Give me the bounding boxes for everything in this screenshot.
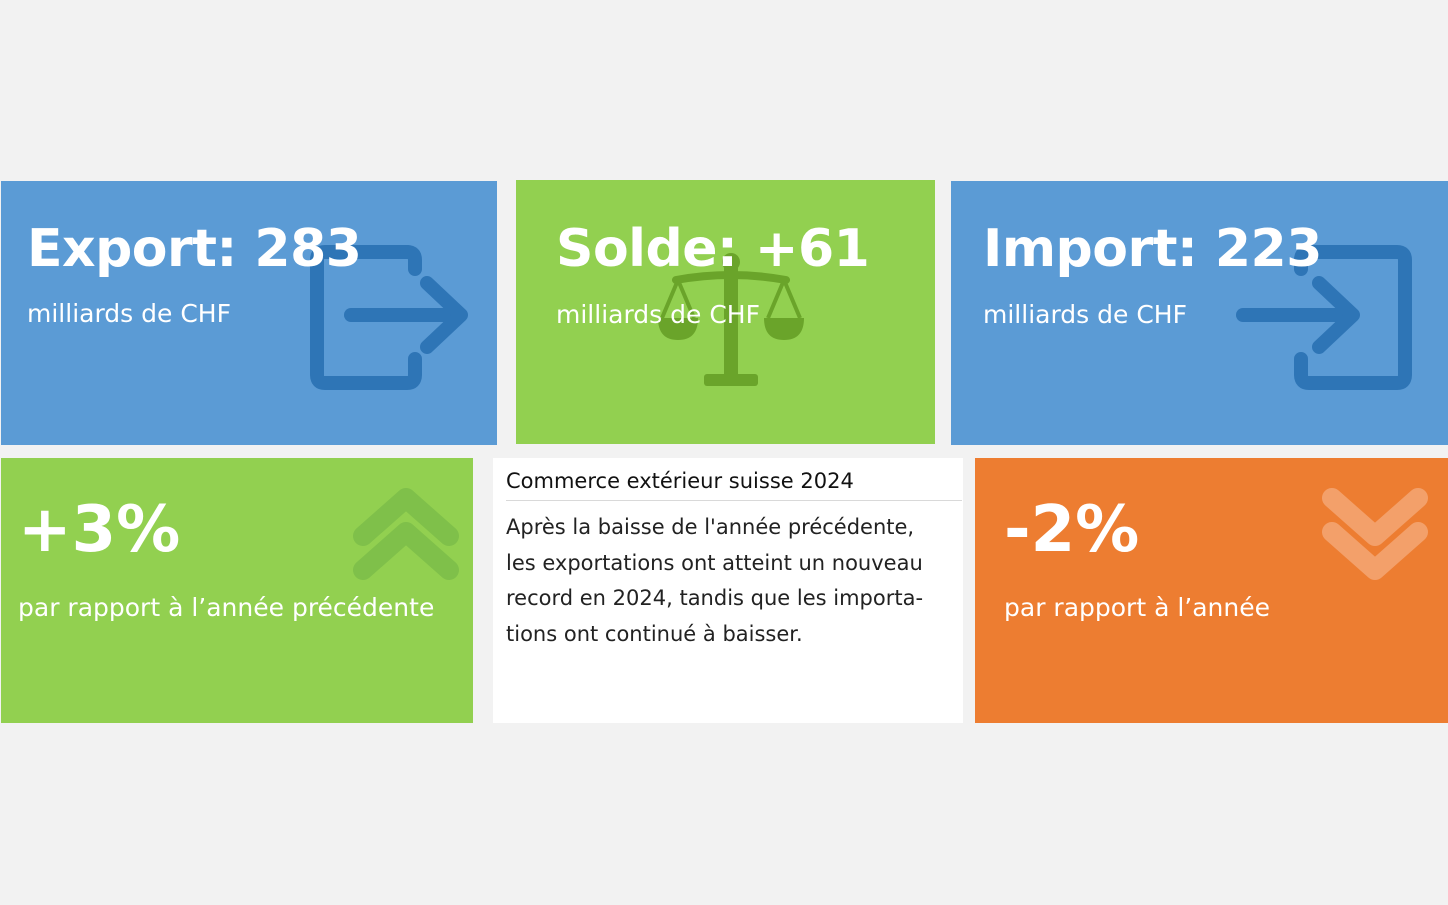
summary-line: record en 2024, tandis que les importa-: [506, 586, 924, 610]
double-chevron-down-icon: [1320, 484, 1430, 584]
export-headline: Export: 283: [27, 219, 362, 279]
export-unit: milliards de CHF: [27, 299, 231, 328]
import-change-value: -2%: [1004, 493, 1140, 567]
balance-unit: milliards de CHF: [556, 300, 760, 329]
double-chevron-up-icon: [351, 484, 461, 584]
balance-tile: Solde: +61 milliards de CHF: [516, 180, 935, 444]
enter-arrow-icon: [1233, 237, 1423, 392]
export-change-tile: +3% par rapport à l’année précédente: [1, 458, 473, 723]
import-tile: Import: 223 milliards de CHF: [951, 181, 1448, 445]
import-change-tile: -2% par rapport à l’année: [975, 458, 1448, 723]
import-unit: milliards de CHF: [983, 300, 1187, 329]
export-tile: Export: 283 milliards de CHF: [1, 181, 497, 445]
summary-panel: Commerce extérieur suisse 2024 Après la …: [493, 458, 963, 723]
summary-line: Après la baisse de l'année précédente,: [506, 515, 915, 539]
scales-icon: [656, 248, 806, 390]
summary-line: tions ont continué à baisser.: [506, 621, 803, 646]
exit-arrow-icon: [307, 237, 477, 392]
import-headline: Import: 223: [983, 219, 1322, 279]
export-change-caption: par rapport à l’année précédente: [18, 593, 435, 622]
import-change-caption: par rapport à l’année: [1004, 593, 1271, 622]
summary-line: les exportations ont atteint un nouveau: [506, 550, 923, 575]
summary-title: Commerce extérieur suisse 2024: [506, 466, 962, 501]
export-change-value: +3%: [18, 493, 181, 567]
summary-text: Après la baisse de l'année précédente, l…: [506, 510, 946, 652]
balance-headline: Solde: +61: [556, 219, 870, 279]
